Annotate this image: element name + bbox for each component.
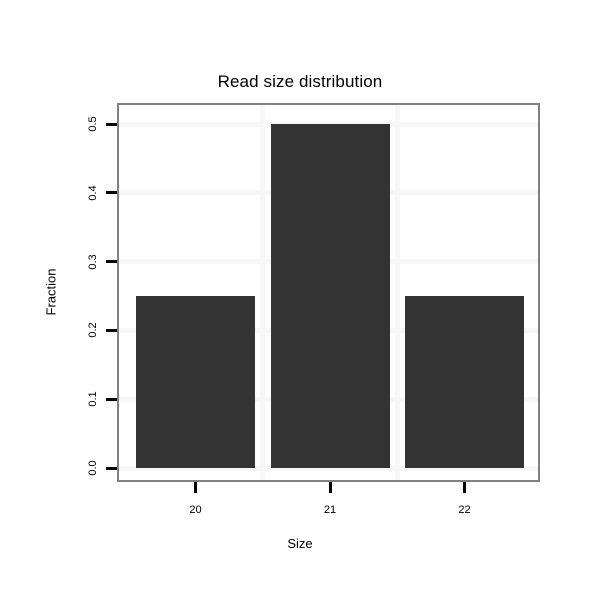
- x-axis-tick: [463, 482, 466, 493]
- bar: [270, 124, 390, 468]
- x-axis-tick: [328, 482, 332, 493]
- y-axis-tick: [106, 397, 117, 401]
- y-axis-tick-label: 0.4: [87, 185, 99, 201]
- chart-title: Read size distribution: [217, 72, 383, 91]
- x-axis-tick: [194, 482, 197, 493]
- bar: [405, 296, 524, 468]
- y-axis-tick-label: 0.3: [87, 253, 99, 270]
- gridline-vertical: [394, 105, 400, 480]
- y-axis-tick: [106, 260, 117, 264]
- y-axis-tick: [106, 328, 117, 332]
- x-axis-tick-label: 21: [323, 504, 337, 516]
- y-axis-title: Fraction: [43, 268, 59, 316]
- y-axis-tick: [106, 122, 117, 126]
- bar: [136, 296, 255, 468]
- y-axis-tick-label: 0.5: [87, 116, 99, 132]
- x-axis-tick-label: 22: [458, 504, 471, 516]
- x-axis-tick-label: 20: [189, 504, 202, 516]
- plot-area: [119, 105, 538, 480]
- gridline-vertical: [260, 105, 266, 480]
- y-axis-tick: [106, 466, 117, 470]
- x-axis-title: Size: [287, 536, 313, 551]
- y-axis-tick-label: 0.0: [87, 460, 99, 476]
- plot-panel: [117, 103, 540, 482]
- gridline-horizontal: [119, 465, 538, 471]
- y-axis-tick-label: 0.1: [87, 391, 99, 407]
- y-axis-tick-label: 0.2: [87, 322, 99, 339]
- y-axis-tick: [106, 191, 117, 195]
